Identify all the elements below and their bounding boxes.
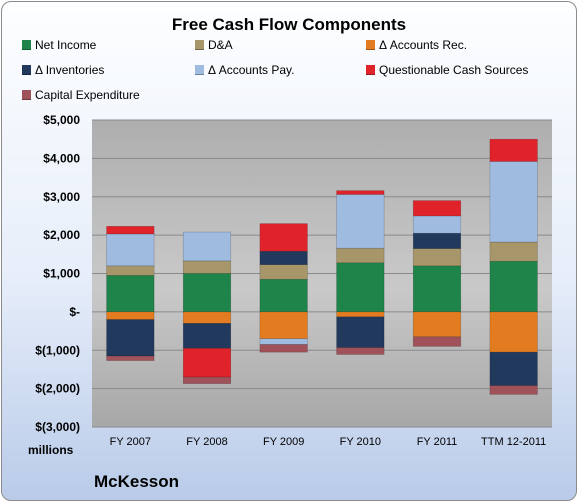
bar-segment bbox=[182, 323, 232, 349]
bar-segment bbox=[489, 311, 538, 353]
x-tick-label: FY 2009 bbox=[263, 436, 304, 448]
legend-swatch bbox=[22, 40, 31, 50]
legend-item: Questionable Cash Sources bbox=[366, 63, 528, 77]
legend-label: Δ Accounts Rec. bbox=[379, 38, 468, 52]
bar-segment bbox=[336, 316, 385, 348]
bar-segment bbox=[259, 278, 308, 313]
bar-segment bbox=[489, 351, 538, 386]
bar-segment bbox=[259, 344, 308, 353]
bar-segment bbox=[259, 250, 308, 265]
bar-segment bbox=[259, 223, 308, 252]
bar-segment bbox=[412, 248, 462, 267]
legend-label: Δ Inventories bbox=[35, 63, 105, 77]
bar-segment bbox=[182, 260, 232, 274]
bar-segment bbox=[412, 200, 462, 217]
bar-segment bbox=[489, 161, 538, 243]
x-tick-label: FY 2008 bbox=[186, 436, 227, 448]
legend-label: Capital Expenditure bbox=[35, 88, 140, 102]
bar-segment bbox=[412, 232, 462, 249]
legend-item: D&A bbox=[195, 38, 233, 52]
bar-segment bbox=[106, 275, 155, 313]
bar-segment bbox=[106, 311, 155, 320]
legend-item: Δ Accounts Rec. bbox=[366, 38, 467, 52]
bar-segment bbox=[259, 311, 308, 340]
bar-segment bbox=[336, 247, 385, 264]
legend-swatch bbox=[366, 40, 375, 50]
legend-label: D&A bbox=[208, 38, 233, 52]
bar-segment bbox=[489, 138, 538, 162]
x-tick-label: FY 2010 bbox=[340, 436, 381, 448]
bar-segment bbox=[182, 376, 232, 384]
y-axis-units-label: millions bbox=[28, 443, 74, 457]
bar-segment bbox=[182, 348, 232, 378]
legend-item: Net Income bbox=[22, 38, 96, 52]
bar-segment bbox=[412, 336, 462, 347]
bar-segment bbox=[106, 233, 155, 267]
legend-swatch bbox=[366, 65, 375, 75]
bar-segment bbox=[106, 265, 155, 276]
bar-segment bbox=[182, 231, 232, 262]
bar-segment bbox=[336, 311, 385, 318]
legend-item: Δ Accounts Pay. bbox=[195, 63, 295, 77]
bar-segment bbox=[489, 241, 538, 262]
x-tick-label: FY 2007 bbox=[110, 436, 151, 448]
chart-title: Free Cash Flow Components bbox=[171, 15, 407, 34]
x-tick-label: FY 2011 bbox=[417, 436, 458, 448]
y-tick-label: $5,000 bbox=[43, 113, 80, 127]
bar-segment bbox=[182, 273, 232, 313]
legend-label: Questionable Cash Sources bbox=[379, 63, 529, 77]
bar-segment bbox=[182, 311, 232, 324]
bar-segment bbox=[106, 319, 155, 357]
legend-swatch bbox=[195, 40, 204, 50]
legend-item: Δ Inventories bbox=[22, 63, 104, 77]
y-tick-label: $2,000 bbox=[43, 228, 80, 242]
y-tick-label: $(3,000) bbox=[35, 420, 80, 434]
bar-segment bbox=[336, 190, 385, 195]
legend-item: Capital Expenditure bbox=[22, 88, 140, 102]
bar-segment bbox=[489, 385, 538, 395]
legend-swatch bbox=[195, 65, 204, 75]
y-tick-label: $(1,000) bbox=[35, 343, 80, 357]
bar-segment bbox=[336, 347, 385, 355]
legend-swatch bbox=[22, 90, 31, 100]
bar-segment bbox=[489, 260, 538, 313]
bar-segment bbox=[412, 311, 462, 338]
legend-label: Δ Accounts Pay. bbox=[208, 63, 295, 77]
legend-swatch bbox=[22, 65, 31, 75]
company-name: McKesson bbox=[94, 472, 180, 491]
legend-label: Net Income bbox=[35, 38, 97, 52]
bar-segment bbox=[259, 264, 308, 280]
y-tick-label: $(2,000) bbox=[35, 382, 80, 396]
bar-segment bbox=[336, 194, 385, 249]
x-tick-label: TTM 12-2011 bbox=[481, 436, 546, 448]
bar-segment bbox=[106, 355, 155, 361]
bar-segment bbox=[106, 225, 155, 235]
y-tick-label: $1,000 bbox=[43, 267, 80, 281]
bar-segment bbox=[412, 265, 462, 313]
bar-segment bbox=[259, 338, 308, 345]
bar-segment bbox=[336, 262, 385, 313]
y-tick-label: $3,000 bbox=[43, 190, 80, 204]
y-tick-label: $4,000 bbox=[43, 151, 80, 165]
bar-segment bbox=[412, 215, 462, 234]
y-tick-label: $- bbox=[69, 305, 80, 319]
